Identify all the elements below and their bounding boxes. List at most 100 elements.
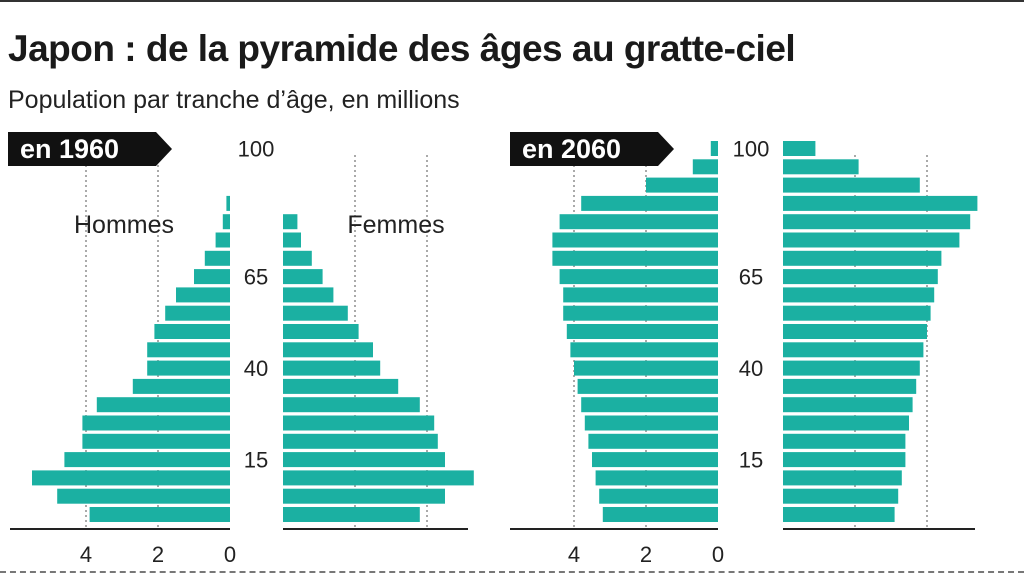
bar-en-1960-femmes-15-19 <box>283 452 445 468</box>
bar-en-1960-femmes-55-59 <box>283 305 348 321</box>
bar-en-1960-femmes-10-14 <box>283 470 474 486</box>
bar-en-2060-femmes-60-64 <box>783 287 935 303</box>
x-tick-0: 0 <box>712 542 724 567</box>
bar-en-2060-hommes-25-29 <box>584 415 718 431</box>
bar-en-2060-femmes-5-9 <box>783 488 899 504</box>
bar-en-2060-hommes-80-84 <box>559 214 718 230</box>
bar-en-2060-femmes-40-44 <box>783 360 920 376</box>
tag-label-1: en 2060 <box>522 134 621 164</box>
bar-en-2060-femmes-95-99 <box>783 159 859 175</box>
bar-en-1960-femmes-25-29 <box>283 415 435 431</box>
label-hommes: Hommes <box>74 211 174 239</box>
tag-banner-1 <box>510 132 674 166</box>
bar-en-2060-femmes-100+ <box>783 141 816 156</box>
bar-en-2060-femmes-20-24 <box>783 433 906 449</box>
bar-en-1960-hommes-10-14 <box>32 470 230 486</box>
bar-en-2060-femmes-85-89 <box>783 195 978 211</box>
bar-en-1960-hommes-25-29 <box>82 415 231 431</box>
age-tick-15: 15 <box>244 448 268 473</box>
bar-en-1960-hommes-55-59 <box>165 305 230 321</box>
bar-en-2060-hommes-35-39 <box>577 378 718 394</box>
bar-en-1960-femmes-70-74 <box>283 250 312 266</box>
bar-en-2060-hommes-50-54 <box>566 324 718 339</box>
bar-en-1960-hommes-60-64 <box>176 287 230 303</box>
bar-en-1960-hommes-50-54 <box>154 324 230 339</box>
bar-en-2060-femmes-25-29 <box>783 415 909 431</box>
bottom-rule <box>0 571 1024 573</box>
bar-en-2060-hommes-55-59 <box>563 305 718 321</box>
bar-en-2060-femmes-70-74 <box>783 250 942 266</box>
bar-en-2060-hommes-0-4 <box>602 507 718 522</box>
bar-en-1960-femmes-5-9 <box>283 488 445 504</box>
bar-en-1960-femmes-20-24 <box>283 433 438 449</box>
bar-en-1960-hommes-0-4 <box>89 507 230 522</box>
bar-en-2060-hommes-45-49 <box>570 342 718 358</box>
x-tick-4: 4 <box>80 542 92 567</box>
bar-en-1960-hommes-45-49 <box>147 342 230 358</box>
bar-en-2060-hommes-85-89 <box>581 195 718 211</box>
bar-en-2060-hommes-100+ <box>710 141 718 156</box>
age-tick-100: 100 <box>733 137 770 162</box>
bar-en-2060-femmes-55-59 <box>783 305 931 321</box>
bar-en-1960-hommes-15-19 <box>64 452 231 468</box>
bar-en-1960-hommes-80-84 <box>222 214 230 230</box>
chart-title: Japon : de la pyramide des âges au gratt… <box>8 28 796 69</box>
bar-en-1960-femmes-60-64 <box>283 287 334 303</box>
top-rule <box>0 0 1024 2</box>
bar-en-2060-hommes-5-9 <box>599 488 718 504</box>
age-tick-40: 40 <box>739 356 763 381</box>
bar-en-1960-hommes-85-89 <box>226 195 230 211</box>
bar-en-1960-femmes-75-79 <box>283 232 301 248</box>
bar-en-1960-femmes-65-69 <box>283 269 323 285</box>
bar-en-2060-femmes-45-49 <box>783 342 924 358</box>
bar-en-2060-femmes-50-54 <box>783 324 927 339</box>
age-tick-65: 65 <box>739 265 763 290</box>
bar-en-1960-femmes-50-54 <box>283 324 359 339</box>
age-tick-65: 65 <box>244 265 268 290</box>
x-tick-2: 2 <box>152 542 164 567</box>
bar-en-2060-hommes-10-14 <box>595 470 718 486</box>
bar-en-1960-hommes-70-74 <box>204 250 230 266</box>
bar-en-2060-hommes-70-74 <box>552 250 718 266</box>
tag-label-0: en 1960 <box>20 134 119 164</box>
bar-en-1960-femmes-0-4 <box>283 507 420 522</box>
bar-en-2060-hommes-30-34 <box>581 397 718 413</box>
bar-en-2060-hommes-20-24 <box>588 433 718 449</box>
x-tick-4: 4 <box>568 542 580 567</box>
bar-en-1960-hommes-35-39 <box>132 378 230 394</box>
bar-en-1960-hommes-20-24 <box>82 433 231 449</box>
bar-en-1960-femmes-35-39 <box>283 378 399 394</box>
bar-en-1960-femmes-30-34 <box>283 397 420 413</box>
bar-en-2060-femmes-0-4 <box>783 507 895 522</box>
age-tick-100: 100 <box>238 137 275 162</box>
bar-en-1960-femmes-40-44 <box>283 360 381 376</box>
bar-en-1960-hommes-30-34 <box>96 397 230 413</box>
bar-en-1960-hommes-65-69 <box>194 269 230 285</box>
bar-en-2060-hommes-90-94 <box>646 177 718 193</box>
bar-en-1960-hommes-5-9 <box>57 488 231 504</box>
age-tick-15: 15 <box>739 448 763 473</box>
bar-en-1960-femmes-45-49 <box>283 342 373 358</box>
bar-en-2060-hommes-15-19 <box>592 452 718 468</box>
bar-en-2060-femmes-80-84 <box>783 214 971 230</box>
bar-en-2060-hommes-75-79 <box>552 232 718 248</box>
bar-en-2060-hommes-95-99 <box>692 159 718 175</box>
age-tick-40: 40 <box>244 356 268 381</box>
tag-banner-0 <box>8 132 172 166</box>
bar-en-2060-hommes-60-64 <box>563 287 718 303</box>
x-tick-0: 0 <box>224 542 236 567</box>
bar-en-2060-femmes-75-79 <box>783 232 960 248</box>
bar-en-2060-hommes-65-69 <box>559 269 718 285</box>
chart-subtitle: Population par tranche d’âge, en million… <box>8 86 460 114</box>
bar-en-2060-femmes-30-34 <box>783 397 913 413</box>
bar-en-1960-hommes-40-44 <box>147 360 230 376</box>
bar-en-2060-femmes-65-69 <box>783 269 938 285</box>
bar-en-2060-femmes-35-39 <box>783 378 917 394</box>
x-tick-2: 2 <box>640 542 652 567</box>
bar-en-2060-femmes-90-94 <box>783 177 920 193</box>
bar-en-2060-hommes-40-44 <box>574 360 718 376</box>
bar-en-1960-femmes-80-84 <box>283 214 298 230</box>
bar-en-2060-femmes-10-14 <box>783 470 902 486</box>
bar-en-1960-hommes-75-79 <box>215 232 230 248</box>
